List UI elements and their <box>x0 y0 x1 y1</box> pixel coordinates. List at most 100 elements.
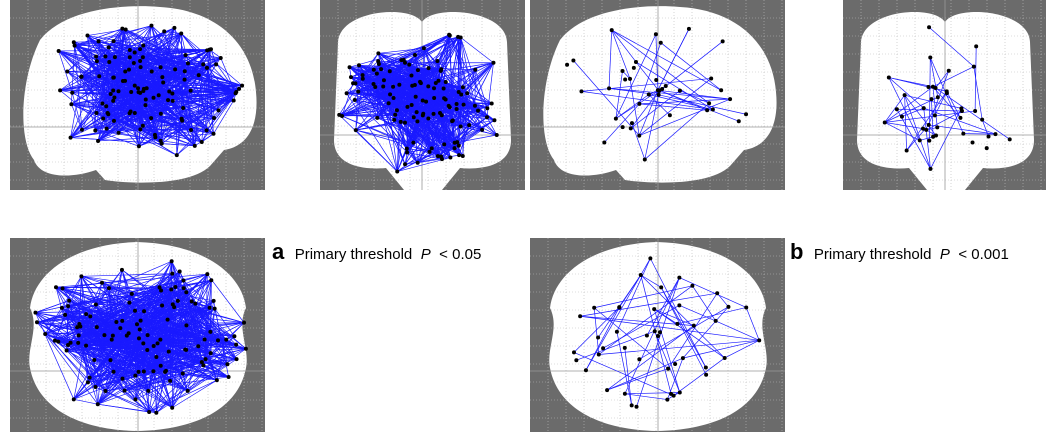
connection <box>946 91 961 119</box>
connection <box>904 95 907 151</box>
node <box>138 318 143 323</box>
connection <box>393 48 425 99</box>
node <box>418 79 423 84</box>
node <box>673 362 678 367</box>
connection <box>650 258 707 368</box>
connection <box>59 52 135 91</box>
node <box>601 346 606 351</box>
node <box>403 162 408 167</box>
connection <box>350 76 414 118</box>
node <box>397 82 402 87</box>
node <box>129 291 134 296</box>
node <box>402 120 407 125</box>
node <box>744 305 749 310</box>
node <box>932 113 937 118</box>
node <box>690 283 695 288</box>
node <box>386 101 391 106</box>
connection <box>58 50 126 72</box>
connection <box>97 305 163 405</box>
connection <box>454 134 497 144</box>
connection <box>486 117 498 136</box>
connection <box>724 340 760 359</box>
node <box>170 405 175 410</box>
connection <box>201 88 240 143</box>
node <box>447 32 452 37</box>
node <box>96 138 101 143</box>
node <box>75 325 80 330</box>
node <box>120 26 125 31</box>
connection <box>884 96 938 123</box>
node <box>340 114 345 119</box>
connection <box>682 339 760 359</box>
node <box>158 337 163 342</box>
node <box>154 410 159 415</box>
connection <box>389 59 402 72</box>
connection <box>608 30 613 89</box>
node <box>959 109 964 114</box>
connection <box>102 29 127 104</box>
node <box>147 410 152 415</box>
node <box>212 115 217 120</box>
node <box>666 366 671 371</box>
connection <box>55 273 208 288</box>
connection <box>654 331 681 393</box>
connection <box>639 78 712 136</box>
node <box>158 111 163 116</box>
connection <box>358 91 449 107</box>
connection <box>460 37 494 64</box>
connection <box>180 33 189 64</box>
connection <box>420 82 459 93</box>
connection <box>411 94 462 106</box>
connection <box>148 322 245 413</box>
node <box>33 310 38 315</box>
node <box>71 397 76 402</box>
node <box>160 303 165 308</box>
node <box>172 305 177 310</box>
node <box>652 329 657 334</box>
connection <box>142 56 221 59</box>
node <box>465 91 470 96</box>
node <box>415 119 420 124</box>
node <box>56 48 61 53</box>
node <box>216 108 221 113</box>
connection <box>72 92 162 144</box>
connection <box>598 285 693 355</box>
node <box>638 273 643 278</box>
connection <box>618 274 642 308</box>
connection <box>124 390 136 400</box>
node <box>579 89 584 94</box>
node <box>443 80 448 85</box>
node <box>476 108 481 113</box>
caption: a Primary threshold P < 0.05 <box>272 239 481 264</box>
node <box>93 385 98 390</box>
caption: b Primary threshold P < 0.001 <box>790 239 1009 264</box>
connection <box>116 321 166 373</box>
connection <box>85 345 96 388</box>
node <box>182 77 187 82</box>
node <box>609 28 614 33</box>
connection <box>355 129 414 144</box>
node <box>371 82 376 87</box>
connection <box>896 109 931 170</box>
connection <box>136 323 161 340</box>
node <box>205 272 210 277</box>
node <box>637 101 642 106</box>
node <box>211 131 216 136</box>
node <box>158 363 163 368</box>
node <box>76 340 81 345</box>
node <box>450 119 455 124</box>
node <box>460 85 465 90</box>
node <box>958 115 963 120</box>
node <box>94 54 99 59</box>
connection <box>62 288 141 321</box>
node <box>204 128 209 133</box>
connection <box>140 286 176 321</box>
node <box>120 318 125 323</box>
node <box>485 115 490 120</box>
node <box>387 69 392 74</box>
node <box>398 119 403 124</box>
connection <box>78 334 228 365</box>
connection <box>981 119 989 137</box>
connection <box>44 333 99 405</box>
connection <box>153 97 184 109</box>
